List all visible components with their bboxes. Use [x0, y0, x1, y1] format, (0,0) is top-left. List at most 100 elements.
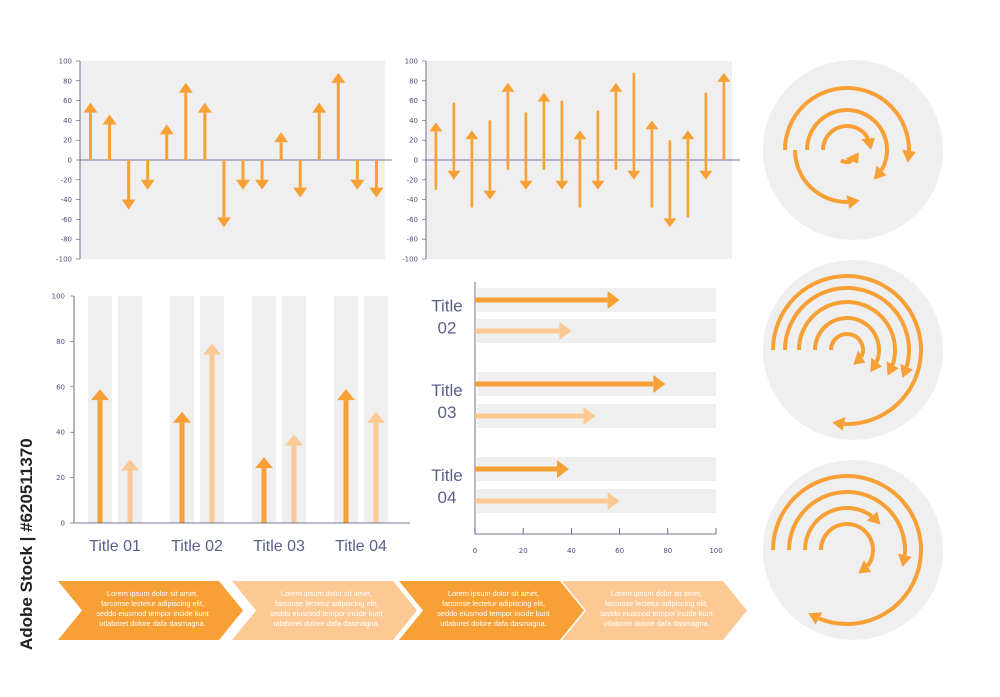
arrow-head: [429, 122, 443, 132]
category-label: 04: [438, 488, 457, 507]
y-tick-label: 40: [409, 117, 418, 125]
arrow-head: [699, 170, 713, 180]
arrow-head: [159, 124, 174, 135]
y-tick-label: 40: [63, 117, 72, 125]
arrow-head: [350, 179, 365, 190]
y-tick-label: -60: [407, 216, 418, 224]
arrow-head: [121, 459, 139, 471]
circular-arrow: [821, 124, 875, 151]
arc-shaft: [829, 332, 865, 358]
step-text-line: seddo eiusmod tempor incide kunt: [96, 609, 209, 618]
x-tick-label: 0: [473, 547, 477, 555]
x-tick-label: 60: [615, 547, 624, 555]
series-2-arrow: [203, 343, 221, 523]
category-label: 03: [438, 403, 457, 422]
paired-arrow-column-chart: 100 80 60 40 20 0 Title 01 Title 02 Title 03 Titl…: [52, 293, 410, 555]
arc-head: [873, 165, 887, 180]
circular-arrow: [813, 316, 883, 373]
value-arrow: [274, 132, 289, 160]
range-arrow: [537, 92, 551, 170]
arrow-head: [556, 460, 569, 478]
step-chevron: [232, 581, 417, 640]
arc-head: [898, 553, 912, 567]
circular-arrow: [840, 152, 859, 164]
y-tick-label: 20: [63, 137, 72, 145]
series-1-arrow: [91, 389, 109, 523]
arc-shaft: [821, 124, 870, 151]
arrow-head: [555, 180, 569, 190]
arrow-head: [537, 92, 551, 102]
x-tick-label: 100: [709, 547, 722, 555]
circle-icon: [763, 260, 943, 440]
step-text-line: Lorem ipsum dolor sit amet,: [448, 589, 539, 598]
range-arrow: [681, 130, 695, 218]
arrow-head: [483, 190, 497, 200]
y-tick-label: -100: [56, 256, 72, 264]
arc-head: [900, 363, 914, 379]
range-arrow: [645, 120, 659, 208]
arc-head: [808, 612, 823, 625]
step-chevron: [58, 581, 243, 640]
arrow-head: [369, 187, 384, 198]
y-tick-label: -40: [61, 196, 72, 204]
process-step: Lorem ipsum dolor sit amet, farconse lect…: [562, 581, 747, 640]
arrow-head: [519, 180, 533, 190]
arc-head: [870, 357, 883, 373]
step-text-line: Lorem ipsum dolor sit amet,: [281, 589, 372, 598]
y-tick-label: 20: [409, 137, 418, 145]
y-tick-label: 100: [52, 293, 65, 301]
arrow-head: [274, 132, 289, 143]
step-text: Lorem ipsum dolor sit amet, farconse lect…: [437, 589, 550, 628]
circular-arrow: [783, 286, 914, 379]
arrow-head: [173, 411, 191, 423]
y-tick-label: -40: [407, 196, 418, 204]
arrow-head: [285, 434, 303, 446]
arc-head: [853, 350, 866, 365]
step-text: Lorem ipsum dolor sit amet, farconse lect…: [96, 589, 209, 628]
arrow-head: [91, 389, 109, 401]
arrow-head: [717, 72, 731, 82]
value-arrow: [159, 124, 174, 160]
circle-icon: [763, 60, 943, 240]
series-1-arrow: [337, 389, 355, 523]
arc-head: [832, 417, 846, 431]
step-text-line: farconse lectetur adipiscing elit,: [605, 599, 708, 608]
arrow-bar-chart-1: 100 80 60 40 20 0 -20 -40 -60 -80 -100: [56, 58, 392, 264]
step-chevron: [399, 581, 584, 640]
y-tick-label: 100: [405, 58, 418, 66]
circular-arrow: [797, 300, 899, 376]
circle-background: [763, 60, 943, 240]
arrow-head: [197, 102, 212, 113]
arc-shaft: [797, 300, 897, 366]
category-label: Title 03: [253, 538, 305, 555]
circular-arrow: [803, 506, 881, 551]
arrow-head: [465, 130, 479, 140]
arc-shaft: [771, 474, 923, 626]
y-tick-label: -80: [407, 236, 418, 244]
y-tick-label: -20: [407, 176, 418, 184]
arrow-head: [627, 170, 641, 180]
range-arrow: [609, 82, 623, 170]
series-2-arrow: [475, 407, 596, 425]
step-text-line: seddo eiusmod tempor incide kunt: [437, 609, 550, 618]
value-arrow: [369, 160, 384, 198]
floating-arrow-chart: 100 80 60 40 20 0 -20 -40 -60 -80 -100: [402, 58, 740, 264]
arrow-head: [83, 102, 98, 113]
range-arrow: [501, 82, 515, 170]
step-text-line: utlaboret dolore dafa dasmagna.: [273, 619, 379, 628]
process-step: Lorem ipsum dolor sit amet, farconse lect…: [58, 581, 243, 640]
arc-shaft: [771, 274, 923, 426]
arrow-head: [653, 375, 666, 393]
arrow-head: [235, 179, 250, 190]
range-arrow: [555, 100, 569, 190]
arrow-head: [447, 170, 461, 180]
process-arrow-steps: Lorem ipsum dolor sit amet, farconse lect…: [58, 581, 747, 640]
y-tick-label: 60: [56, 383, 65, 391]
y-tick-label: 60: [409, 97, 418, 105]
arrow-head: [216, 217, 231, 228]
value-arrow: [83, 102, 98, 160]
arc-shaft: [793, 149, 848, 204]
step-text-line: seddo eiusmod tempor incide kunt: [270, 609, 383, 618]
step-text-line: Lorem ipsum dolor sit amet,: [107, 589, 198, 598]
y-tick-label: 20: [56, 474, 65, 482]
